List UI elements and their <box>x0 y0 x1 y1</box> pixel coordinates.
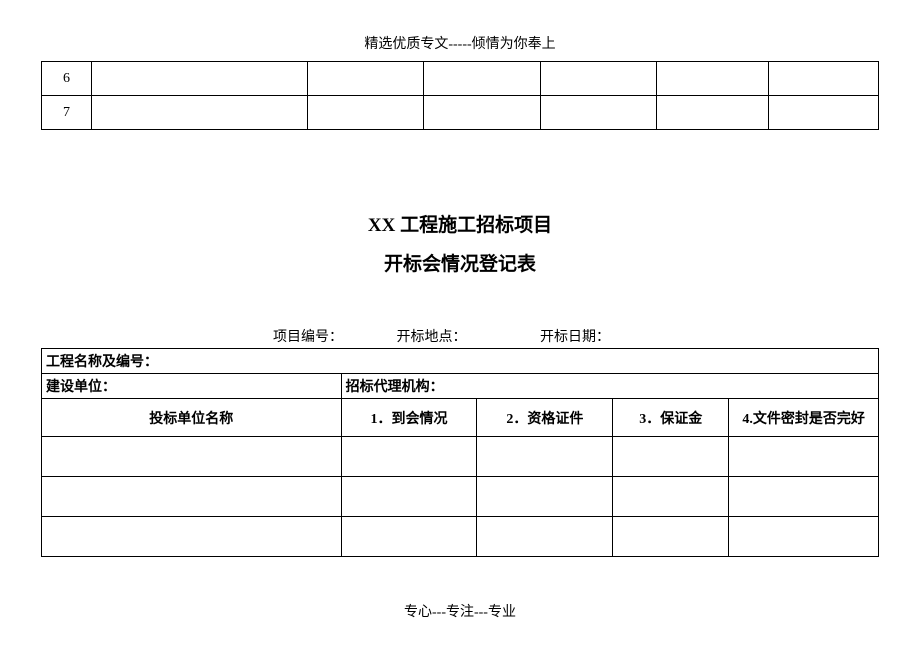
col-header-seal: 4.文件密封是否完好 <box>729 399 879 437</box>
col-header-attendance: 1．到会情况 <box>341 399 477 437</box>
agency-label: 招标代理机构： <box>341 374 878 399</box>
construction-unit-label: 建设单位： <box>42 374 342 399</box>
table-row <box>42 477 879 517</box>
cell <box>657 62 769 96</box>
top-table: 6 7 <box>41 61 879 130</box>
cell <box>91 62 307 96</box>
cell <box>307 96 423 130</box>
cell <box>729 477 879 517</box>
project-number-label: 项目编号： <box>273 326 393 346</box>
cell <box>42 437 342 477</box>
cell <box>307 62 423 96</box>
cell <box>657 96 769 130</box>
cell <box>769 96 879 130</box>
cell <box>769 62 879 96</box>
cell <box>423 62 541 96</box>
meta-line: 项目编号： 开标地点： 开标日期： <box>41 326 879 346</box>
bid-location-label: 开标地点： <box>397 326 537 346</box>
table-row: 6 <box>42 62 879 96</box>
cell <box>477 437 613 477</box>
cell <box>613 477 729 517</box>
table-row: 7 <box>42 96 879 130</box>
page-footer: 专心---专注---专业 <box>0 601 920 621</box>
table-row <box>42 437 879 477</box>
title-section: XX 工程施工招标项目 开标会情况登记表 <box>0 210 920 276</box>
header-row: 投标单位名称 1．到会情况 2．资格证件 3．保证金 4.文件密封是否完好 <box>42 399 879 437</box>
org-row: 建设单位： 招标代理机构： <box>42 374 879 399</box>
col-header-bidder: 投标单位名称 <box>42 399 342 437</box>
cell <box>541 96 657 130</box>
project-name-row: 工程名称及编号： <box>42 349 879 374</box>
project-name-label: 工程名称及编号： <box>42 349 879 374</box>
cell <box>42 477 342 517</box>
title-line-2: 开标会情况登记表 <box>0 249 920 276</box>
col-header-credentials: 2．资格证件 <box>477 399 613 437</box>
bid-date-label: 开标日期： <box>540 326 660 346</box>
row-number: 6 <box>42 62 92 96</box>
title-line-1: XX 工程施工招标项目 <box>0 210 920 237</box>
cell <box>341 477 477 517</box>
main-table: 工程名称及编号： 建设单位： 招标代理机构： 投标单位名称 1．到会情况 2．资… <box>41 348 879 557</box>
row-number: 7 <box>42 96 92 130</box>
cell <box>477 517 613 557</box>
cell <box>729 437 879 477</box>
cell <box>42 517 342 557</box>
table-row <box>42 517 879 557</box>
cell <box>341 437 477 477</box>
page-header: 精选优质专文-----倾情为你奉上 <box>0 0 920 61</box>
col-header-deposit: 3．保证金 <box>613 399 729 437</box>
cell <box>541 62 657 96</box>
cell <box>613 437 729 477</box>
cell <box>477 477 613 517</box>
cell <box>729 517 879 557</box>
cell <box>613 517 729 557</box>
cell <box>91 96 307 130</box>
cell <box>423 96 541 130</box>
cell <box>341 517 477 557</box>
